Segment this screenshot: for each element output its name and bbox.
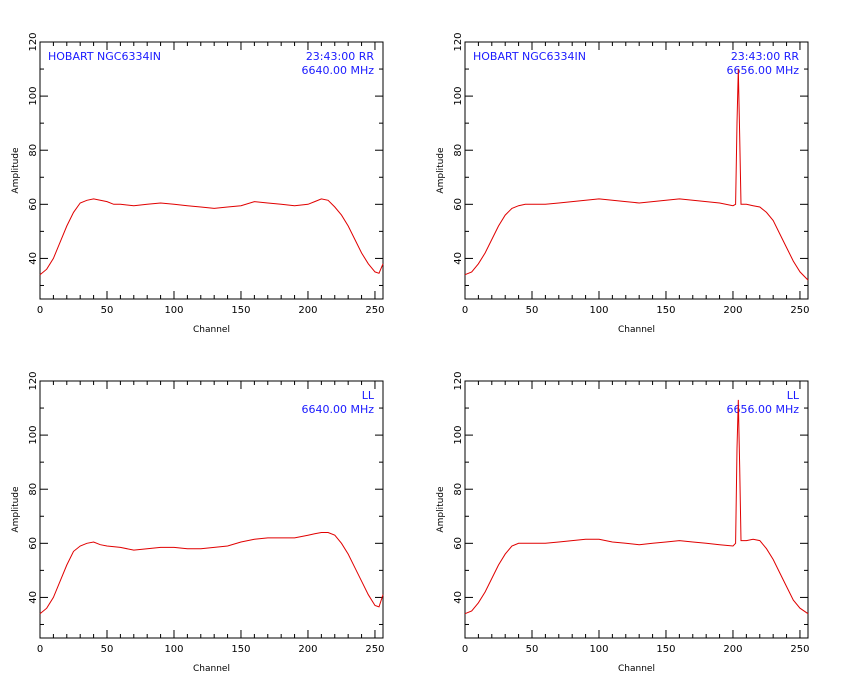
y-tick-label: 80 (453, 483, 464, 496)
x-tick-label: 0 (462, 644, 468, 655)
y-tick-label: 40 (453, 252, 464, 265)
y-tick-label: 100 (28, 87, 39, 106)
y-tick-label: 40 (28, 591, 39, 604)
y-tick-label: 40 (453, 591, 464, 604)
x-tick-label: 50 (526, 644, 539, 655)
plot-frame (464, 41, 809, 300)
y-tick-label: 100 (453, 87, 464, 106)
frequency-label: 6640.00 MHz (301, 64, 374, 77)
y-tick-label: 120 (28, 32, 39, 51)
y-tick-label: 120 (28, 371, 39, 390)
y-tick-label: 120 (453, 32, 464, 51)
x-axis-title: Channel (618, 325, 655, 335)
x-axis-title: Channel (193, 325, 230, 335)
y-axis-title: Amplitude (436, 147, 446, 194)
x-tick-label: 150 (231, 305, 250, 316)
plot-frame (39, 380, 384, 639)
spectrum-line (39, 198, 384, 276)
chart-panel: 0 50 100 150 200 250 40 60 80 100 120 Channel Amplit… (11, 371, 385, 674)
x-tick-label: 150 (656, 305, 675, 316)
x-tick-label: 100 (589, 644, 608, 655)
chart-panel: 0 50 100 150 200 250 40 60 80 100 120 Channel Amplit… (436, 32, 810, 335)
x-tick-label: 100 (164, 305, 183, 316)
x-tick-label: 0 (37, 305, 43, 316)
y-axis-title: Amplitude (11, 486, 21, 533)
x-tick-label: 200 (298, 644, 317, 655)
y-tick-label: 60 (453, 198, 464, 211)
x-tick-label: 150 (231, 644, 250, 655)
x-tick-label: 0 (37, 644, 43, 655)
source-label: HOBART NGC6334IN (48, 50, 161, 63)
frequency-label: 6656.00 MHz (726, 64, 799, 77)
chart-panel: 0 50 100 150 200 250 40 60 80 100 120 Channel Amplit… (436, 371, 810, 674)
time-polarization-label: LL (787, 389, 800, 402)
x-tick-label: 50 (526, 305, 539, 316)
time-polarization-label: 23:43:00 RR (731, 50, 800, 63)
x-tick-label: 50 (101, 305, 114, 316)
x-tick-label: 250 (365, 305, 384, 316)
plot-frame (464, 380, 809, 639)
y-tick-label: 80 (28, 144, 39, 157)
y-tick-label: 100 (28, 426, 39, 445)
x-tick-label: 150 (656, 644, 675, 655)
y-axis-title: Amplitude (11, 147, 21, 194)
x-tick-label: 250 (790, 305, 809, 316)
chart-panel: 0 50 100 150 200 250 40 60 80 100 120 Channel Amplit… (11, 32, 385, 335)
x-tick-label: 100 (589, 305, 608, 316)
spectrum-line (464, 69, 809, 281)
y-tick-label: 80 (453, 144, 464, 157)
x-tick-label: 200 (723, 305, 742, 316)
spectrum-line (464, 399, 809, 615)
time-polarization-label: 23:43:00 RR (306, 50, 375, 63)
x-tick-label: 100 (164, 644, 183, 655)
y-tick-label: 80 (28, 483, 39, 496)
y-tick-label: 100 (453, 426, 464, 445)
x-tick-label: 50 (101, 644, 114, 655)
y-tick-label: 60 (28, 537, 39, 550)
source-label: HOBART NGC6334IN (473, 50, 586, 63)
x-tick-label: 250 (790, 644, 809, 655)
time-polarization-label: LL (362, 389, 375, 402)
y-axis-title: Amplitude (436, 486, 446, 533)
frequency-label: 6640.00 MHz (301, 403, 374, 416)
y-tick-label: 60 (28, 198, 39, 211)
x-tick-label: 0 (462, 305, 468, 316)
y-tick-label: 40 (28, 252, 39, 265)
frequency-label: 6656.00 MHz (726, 403, 799, 416)
plot-frame (39, 41, 384, 300)
x-axis-title: Channel (618, 664, 655, 674)
y-tick-label: 60 (453, 537, 464, 550)
y-tick-label: 120 (453, 371, 464, 390)
x-axis-title: Channel (193, 664, 230, 674)
x-tick-label: 200 (723, 644, 742, 655)
x-tick-label: 200 (298, 305, 317, 316)
x-tick-label: 250 (365, 644, 384, 655)
spectrum-line (39, 532, 384, 615)
